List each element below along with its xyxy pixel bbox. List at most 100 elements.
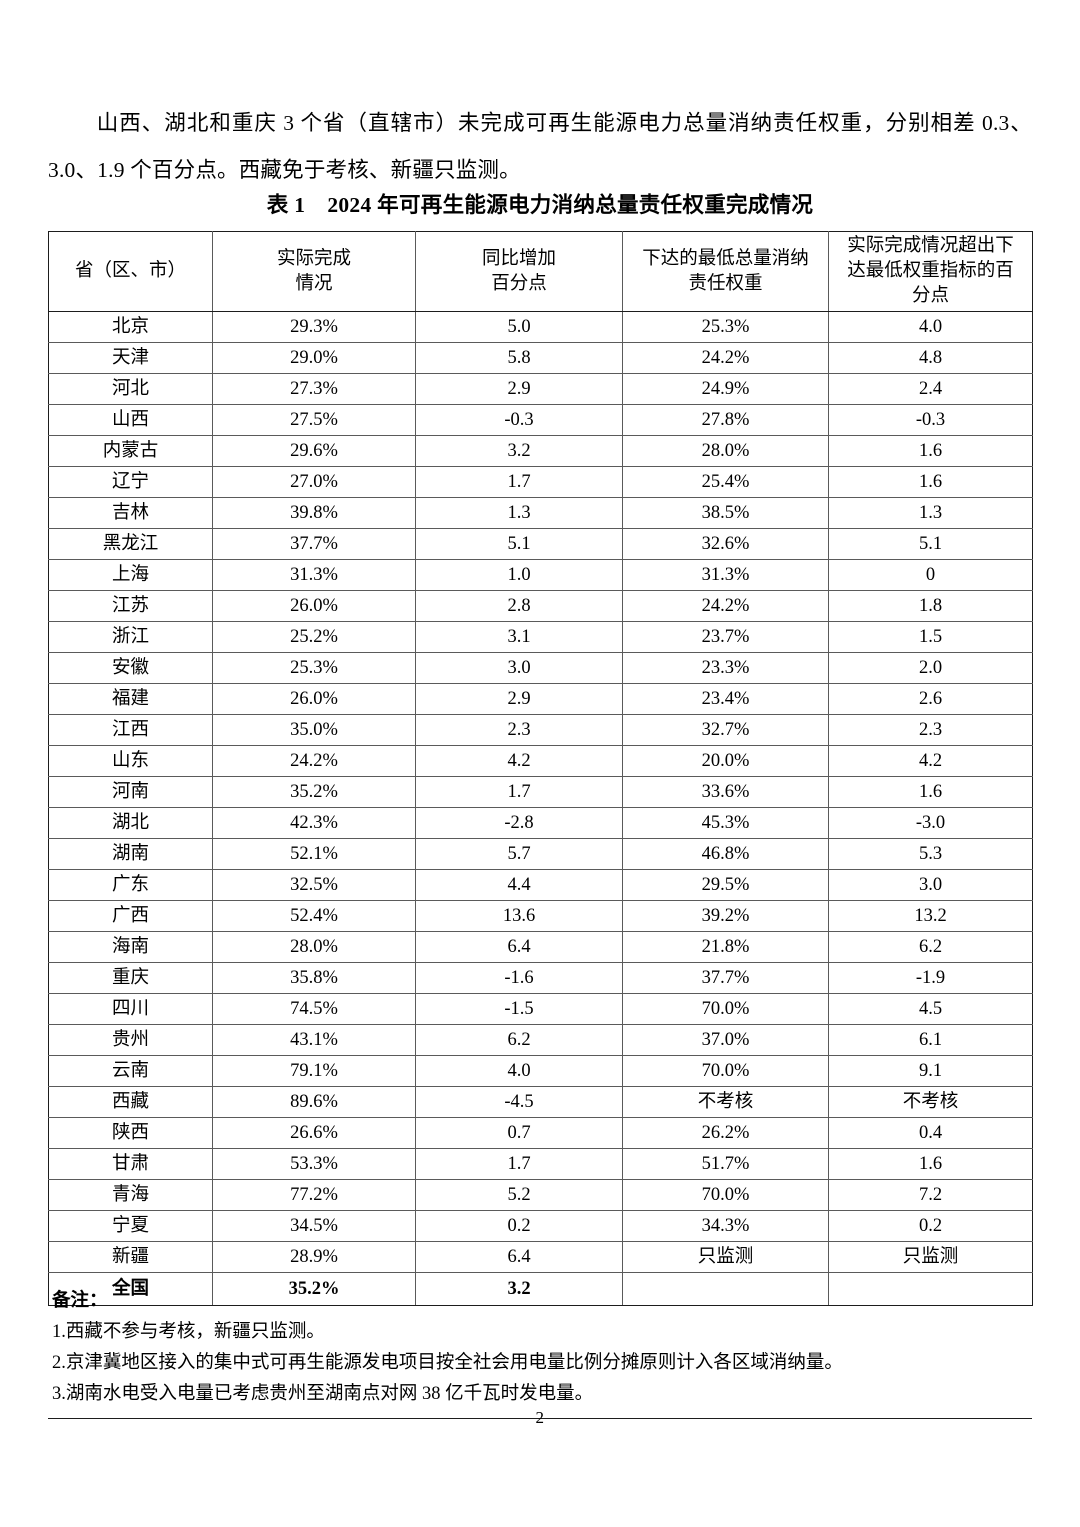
cell-province: 湖北: [48, 807, 213, 839]
cell-value: 27.5%: [212, 404, 416, 436]
table-row: 广东 32.5% 4.4 29.5% 3.0: [48, 869, 1033, 901]
cell-value: 25.4%: [622, 466, 829, 498]
intro-text: 山西、湖北和重庆 3 个省（直辖市）未完成可再生能源电力总量消纳责任权重，分别相…: [48, 110, 1032, 182]
page-number: 2: [535, 1408, 545, 1427]
cell-value: 26.0%: [212, 590, 416, 622]
cell-value: 6.2: [828, 931, 1033, 963]
cell-value: 13.2: [828, 900, 1033, 932]
cell-province: 云南: [48, 1055, 213, 1087]
cell-province: 河北: [48, 373, 213, 405]
cell-value: 0.2: [828, 1210, 1033, 1242]
table-row: 内蒙古 29.6% 3.2 28.0% 1.6: [48, 435, 1033, 467]
cell-value: -1.9: [828, 962, 1033, 994]
cell-value: 1.3: [828, 497, 1033, 529]
cell-value: 5.3: [828, 838, 1033, 870]
cell-province: 贵州: [48, 1024, 213, 1056]
cell-value: 4.0: [828, 311, 1033, 343]
cell-value: 74.5%: [212, 993, 416, 1025]
column-header-province-label: 省（区、市）: [74, 261, 186, 281]
column-header-actual-line1: 实际完成: [276, 248, 351, 269]
cell-value: -3.0: [828, 807, 1033, 839]
table-caption-title: 2024 年可再生能源电力消纳总量责任权重完成情况: [327, 193, 814, 217]
cell-value: 29.5%: [622, 869, 829, 901]
table-row: 上海 31.3% 1.0 31.3% 0: [48, 559, 1033, 591]
cell-value: 1.8: [828, 590, 1033, 622]
cell-value: 1.0: [415, 559, 623, 591]
cell-province: 内蒙古: [48, 435, 213, 467]
notes-block: 备注： 1.西藏不参与考核，新疆只监测。 2.京津冀地区接入的集中式可再生能源发…: [48, 1286, 1032, 1419]
column-header-yoy: 同比增加 百分点: [415, 231, 623, 312]
cell-value: 5.8: [415, 342, 623, 374]
cell-value: 0.2: [415, 1210, 623, 1242]
cell-province: 上海: [48, 559, 213, 591]
cell-value: 2.9: [415, 373, 623, 405]
table-row: 天津 29.0% 5.8 24.2% 4.8: [48, 342, 1033, 374]
cell-value: 26.6%: [212, 1117, 416, 1149]
cell-value: 29.6%: [212, 435, 416, 467]
consumption-table: 省（区、市） 实际完成 情况 同比增加 百分点 下达的最低总量消纳 责任权重: [48, 231, 1033, 1306]
cell-province: 山西: [48, 404, 213, 436]
cell-value: 33.6%: [622, 776, 829, 808]
cell-value: 32.6%: [622, 528, 829, 560]
cell-value: 28.0%: [212, 931, 416, 963]
cell-value: 2.6: [828, 683, 1033, 715]
cell-value: 27.8%: [622, 404, 829, 436]
cell-province: 广东: [48, 869, 213, 901]
cell-value: 29.0%: [212, 342, 416, 374]
cell-value: 4.8: [828, 342, 1033, 374]
cell-value: 70.0%: [622, 1055, 829, 1087]
cell-value: 39.2%: [622, 900, 829, 932]
cell-province: 福建: [48, 683, 213, 715]
cell-province: 甘肃: [48, 1148, 213, 1180]
cell-value: 3.0: [415, 652, 623, 684]
cell-value: 5.0: [415, 311, 623, 343]
cell-value: 45.3%: [622, 807, 829, 839]
cell-value: 6.1: [828, 1024, 1033, 1056]
cell-value: 3.0: [828, 869, 1033, 901]
table-row: 江西 35.0% 2.3 32.7% 2.3: [48, 714, 1033, 746]
cell-value: 42.3%: [212, 807, 416, 839]
cell-value: 70.0%: [622, 993, 829, 1025]
table-row: 陕西 26.6% 0.7 26.2% 0.4: [48, 1117, 1033, 1149]
cell-value: 26.0%: [212, 683, 416, 715]
table-row: 山西 27.5% -0.3 27.8% -0.3: [48, 404, 1033, 436]
cell-value: 5.7: [415, 838, 623, 870]
cell-value: 1.7: [415, 776, 623, 808]
table-row: 浙江 25.2% 3.1 23.7% 1.5: [48, 621, 1033, 653]
cell-value: 34.5%: [212, 1210, 416, 1242]
table-row: 云南 79.1% 4.0 70.0% 9.1: [48, 1055, 1033, 1087]
cell-value: [622, 1272, 829, 1306]
cell-province: 湖南: [48, 838, 213, 870]
cell-province: 安徽: [48, 652, 213, 684]
notes-title: 备注：: [52, 1291, 108, 1311]
cell-value: 24.2%: [622, 342, 829, 374]
cell-province: 全国: [48, 1272, 213, 1306]
cell-value: 6.2: [415, 1024, 623, 1056]
cell-value: 1.6: [828, 1148, 1033, 1180]
cell-province: 广西: [48, 900, 213, 932]
cell-value: 24.9%: [622, 373, 829, 405]
cell-value: 不考核: [828, 1086, 1033, 1118]
table-row: 西藏 89.6% -4.5 不考核 不考核: [48, 1086, 1033, 1118]
cell-value: 25.3%: [622, 311, 829, 343]
cell-value: 29.3%: [212, 311, 416, 343]
column-header-excess-line3: 分点: [911, 286, 949, 306]
column-header-excess-line2: 达最低权重指标的百: [847, 261, 1014, 281]
table-row: 北京 29.3% 5.0 25.3% 4.0: [48, 311, 1033, 343]
cell-value: -2.8: [415, 807, 623, 839]
cell-province: 西藏: [48, 1086, 213, 1118]
cell-value: 2.9: [415, 683, 623, 715]
column-header-actual: 实际完成 情况: [212, 231, 416, 312]
cell-value: 26.2%: [622, 1117, 829, 1149]
cell-value: -4.5: [415, 1086, 623, 1118]
cell-value: 13.6: [415, 900, 623, 932]
table-caption-label: 表 1: [266, 193, 306, 217]
cell-value: 5.2: [415, 1179, 623, 1211]
cell-value: 25.3%: [212, 652, 416, 684]
table-row: 江苏 26.0% 2.8 24.2% 1.8: [48, 590, 1033, 622]
cell-value: 51.7%: [622, 1148, 829, 1180]
cell-value: 43.1%: [212, 1024, 416, 1056]
cell-province: 海南: [48, 931, 213, 963]
cell-value: 20.0%: [622, 745, 829, 777]
cell-value: [828, 1272, 1033, 1306]
